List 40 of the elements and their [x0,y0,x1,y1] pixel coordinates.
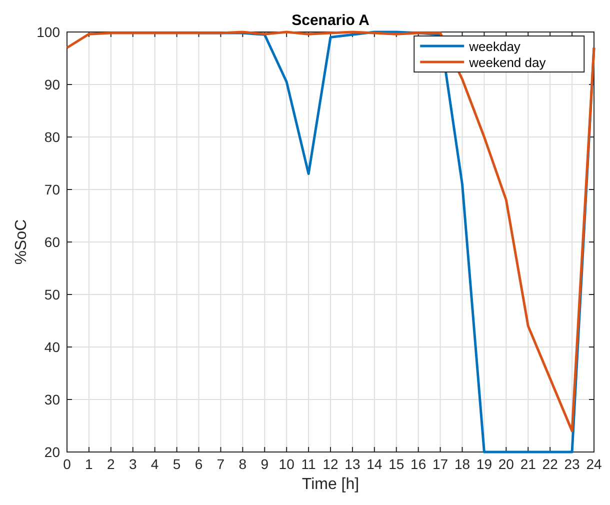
legend-label: weekday [468,39,521,54]
y-tick-label: 40 [44,339,60,355]
y-axis-title: %SoC [13,219,30,265]
x-tick-label: 21 [520,456,536,472]
y-tick-label: 20 [44,444,60,460]
y-tick-label: 60 [44,234,60,250]
x-tick-label: 19 [476,456,492,472]
line-series [66,30,596,432]
x-axis-title: Time [h] [302,476,360,493]
x-tick-label: 15 [388,456,404,472]
x-tick-label: 0 [63,456,72,472]
x-tick-label: 6 [194,456,203,472]
y-tick-label: 50 [44,286,60,302]
x-tick-label: 17 [432,456,448,472]
x-tick-label: 9 [260,456,269,472]
chart-title: Scenario A [292,12,370,29]
y-tick-label: 100 [36,24,60,40]
x-tick-label: 16 [410,456,426,472]
x-tick-label: 18 [454,456,470,472]
x-tick-label: 23 [564,456,580,472]
x-tick-label: 2 [107,456,116,472]
y-tick-label: 90 [44,76,60,92]
x-tick-label: 12 [322,456,338,472]
x-tick-label: 24 [586,456,602,472]
x-tick-label: 14 [366,456,382,472]
x-tick-label: 22 [542,456,558,472]
x-tick-label: 1 [85,456,94,472]
legend-label: weekend day [468,55,546,70]
x-tick-label: 13 [344,456,360,472]
x-tick-label: 10 [278,456,295,472]
x-tick-label: 8 [238,456,247,472]
y-tick-label: 70 [44,182,60,198]
x-tick-label: 4 [150,456,159,472]
x-tick-label: 20 [498,456,514,472]
y-tick-label: 30 [44,392,60,408]
x-tick-label: 11 [301,456,316,472]
y-tick-label: 80 [44,129,60,145]
x-tick-label: 7 [216,456,225,472]
x-tick-label: 5 [172,456,181,472]
x-tick-label: 3 [128,456,137,472]
